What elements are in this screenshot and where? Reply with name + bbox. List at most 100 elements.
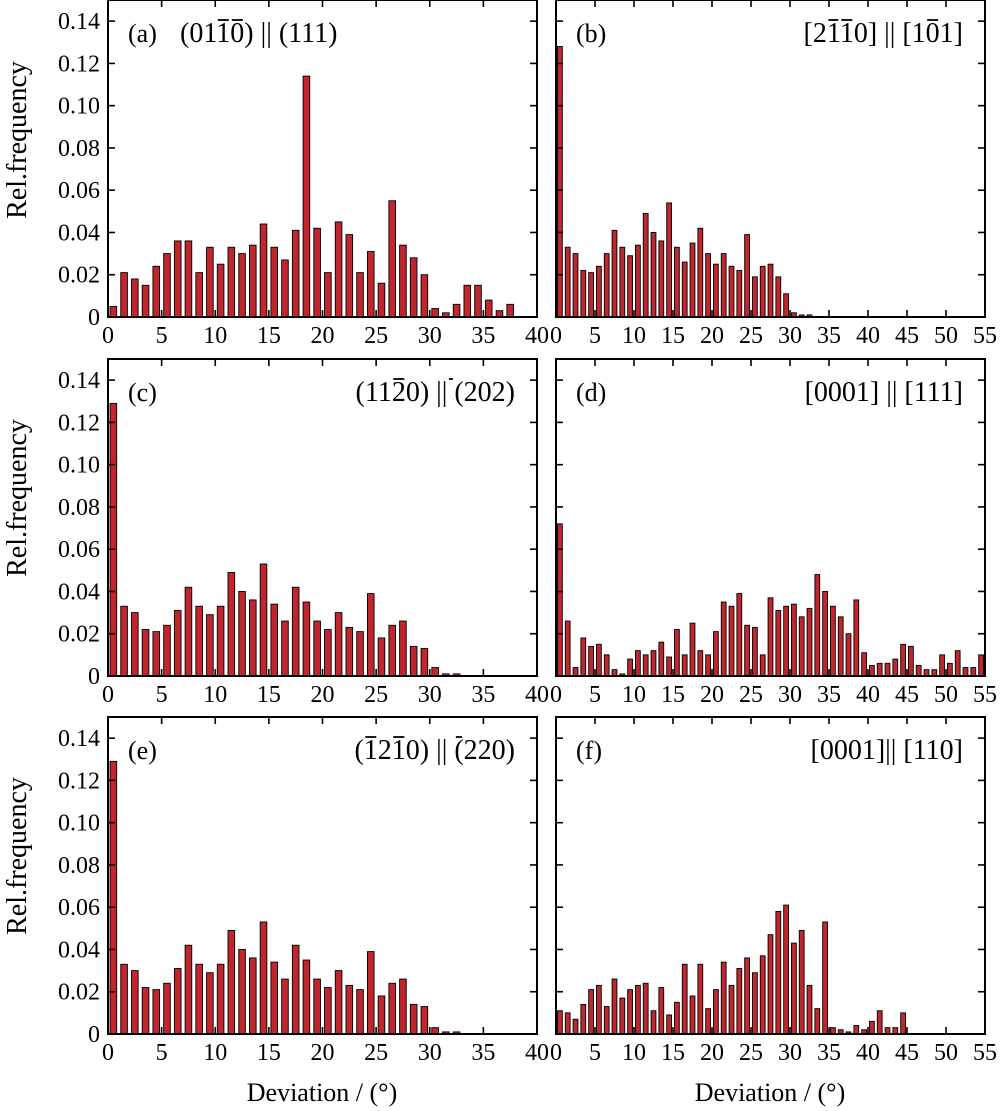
x-tick-label-e-7: 35 bbox=[471, 1040, 495, 1066]
bar-d-30 bbox=[791, 603, 797, 677]
bar-f-15 bbox=[674, 1001, 680, 1035]
y-tick-label-a-1: 0.12 bbox=[58, 51, 100, 77]
x-tick-label-c-7: 35 bbox=[471, 682, 495, 708]
bar-e-28 bbox=[409, 1003, 418, 1035]
x-tick-label-e-5: 25 bbox=[364, 1040, 388, 1066]
y-tick-label-c-3: 0.08 bbox=[58, 495, 100, 521]
x-tick-label-d-3: 15 bbox=[661, 682, 685, 708]
bar-c-19 bbox=[313, 620, 321, 677]
bar-f-10 bbox=[635, 984, 641, 1035]
x-tick-label-a-7: 35 bbox=[471, 323, 495, 349]
bar-d-35 bbox=[830, 605, 836, 677]
bar-c-30 bbox=[431, 667, 439, 677]
bar-c-15 bbox=[270, 603, 279, 677]
y-tick-label-c-2: 0.10 bbox=[58, 453, 100, 479]
panel-tag-a: (a) bbox=[128, 19, 157, 48]
bar-b-21 bbox=[720, 253, 727, 318]
x-tick-label-f-11: 55 bbox=[973, 1040, 997, 1066]
y-tick-label-a-7: 0 bbox=[88, 305, 100, 331]
bar-f-38 bbox=[853, 1025, 860, 1035]
y-tick-label-e-4: 0.06 bbox=[58, 895, 100, 921]
bar-d-11 bbox=[642, 654, 649, 677]
bar-e-7 bbox=[184, 944, 193, 1035]
x-tick-label-f-1: 5 bbox=[589, 1040, 601, 1066]
bar-d-50 bbox=[947, 662, 953, 677]
bar-f-0 bbox=[557, 1010, 563, 1035]
bar-b-1 bbox=[564, 246, 571, 318]
x-tick-label-f-4: 20 bbox=[700, 1040, 724, 1066]
x-tick-label-e-3: 15 bbox=[257, 1040, 281, 1066]
bar-c-25 bbox=[377, 637, 386, 677]
bar-e-6 bbox=[173, 968, 182, 1035]
bar-c-27 bbox=[399, 620, 407, 677]
bar-e-17 bbox=[291, 944, 300, 1035]
panel-d: 0 5 10 15 20 25 30 35 40 45 50 55 (d) [0001] || [111] bbox=[550, 358, 997, 708]
x-tick-label-b-8: 40 bbox=[856, 323, 880, 349]
bar-a-16 bbox=[281, 259, 289, 318]
bar-e-12 bbox=[238, 949, 246, 1035]
bar-c-20 bbox=[324, 629, 332, 677]
bar-b-6 bbox=[603, 253, 610, 318]
bar-b-25 bbox=[752, 276, 758, 318]
x-tick-label-a-1: 5 bbox=[156, 323, 168, 349]
bar-d-6 bbox=[603, 654, 610, 677]
bar-d-27 bbox=[767, 597, 774, 677]
x-tick-label-b-4: 20 bbox=[700, 323, 724, 349]
bar-b-10 bbox=[635, 244, 641, 318]
x-tick-label-e-4: 20 bbox=[311, 1040, 335, 1066]
x-tick-label-a-4: 20 bbox=[311, 323, 335, 349]
bar-b-0 bbox=[557, 46, 563, 318]
x-tick-label-f-3: 15 bbox=[661, 1040, 685, 1066]
bar-b-13 bbox=[658, 240, 665, 318]
x-tick-label-c-1: 5 bbox=[156, 682, 168, 708]
bar-d-21 bbox=[720, 601, 727, 677]
bar-d-26 bbox=[759, 654, 766, 677]
bar-a-28 bbox=[409, 257, 418, 318]
bar-b-4 bbox=[588, 272, 594, 318]
bar-c-29 bbox=[420, 648, 429, 677]
plot-frame-f bbox=[555, 716, 986, 1035]
y-tick-label-c-6: 0.02 bbox=[58, 622, 100, 648]
bar-e-23 bbox=[356, 989, 364, 1035]
bar-a-30 bbox=[431, 308, 439, 318]
bar-f-34 bbox=[822, 921, 828, 1035]
bar-a-22 bbox=[345, 234, 354, 318]
bar-a-33 bbox=[463, 284, 472, 318]
figure-xlabel: Deviation / (°) bbox=[695, 1078, 845, 1107]
bar-d-49 bbox=[939, 654, 945, 677]
bar-a-6 bbox=[173, 240, 182, 318]
bar-f-8 bbox=[619, 997, 626, 1035]
bar-c-1 bbox=[120, 605, 128, 677]
bar-e-27 bbox=[399, 978, 407, 1035]
y-tick-label-c-7: 0 bbox=[88, 664, 100, 690]
bar-f-5 bbox=[596, 984, 602, 1035]
bar-f-28 bbox=[775, 910, 782, 1035]
panel-c: 0 5 10 15 20 25 30 35 40 0.14 0.12 0.10 0.08 0.06 0.04… bbox=[58, 358, 549, 708]
bar-d-1 bbox=[564, 620, 571, 677]
bar-e-0 bbox=[109, 760, 118, 1035]
bar-d-32 bbox=[806, 607, 813, 677]
bar-d-0 bbox=[557, 523, 563, 677]
bar-f-44 bbox=[900, 1012, 906, 1035]
bar-b-15 bbox=[674, 246, 680, 318]
bar-e-22 bbox=[345, 984, 354, 1035]
bar-f-41 bbox=[876, 1010, 883, 1035]
bar-e-20 bbox=[324, 987, 332, 1035]
panel-title-b: [2110] || [101] bbox=[804, 18, 963, 49]
bar-d-18 bbox=[697, 650, 704, 677]
bar-b-18 bbox=[697, 227, 704, 318]
bar-c-13 bbox=[249, 599, 257, 677]
bar-c-26 bbox=[388, 624, 396, 677]
x-tick-label-c-4: 20 bbox=[311, 682, 335, 708]
x-tick-label-a-2: 10 bbox=[203, 323, 227, 349]
bar-d-37 bbox=[845, 633, 852, 677]
panel-e: 0 5 10 15 20 25 30 35 40 0.14 0.12 0.10 0.08 0.06 0.04… bbox=[58, 716, 549, 1066]
x-tick-label-c-6: 30 bbox=[418, 682, 442, 708]
bar-c-9 bbox=[206, 614, 214, 677]
panel-title-c: (1120) || (202) bbox=[356, 377, 515, 408]
bar-f-20 bbox=[713, 989, 719, 1035]
bar-e-2 bbox=[131, 970, 139, 1035]
bar-a-35 bbox=[484, 299, 493, 318]
bar-c-16 bbox=[281, 620, 289, 677]
bar-a-29 bbox=[420, 274, 429, 318]
